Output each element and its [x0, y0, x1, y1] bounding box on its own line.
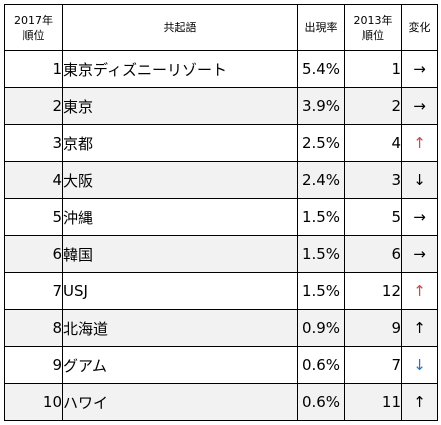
rank-2017-cell: 10 — [4, 383, 63, 421]
rank-2017-cell: 6 — [4, 235, 63, 273]
rate-cell: 2.5% — [297, 124, 345, 162]
change-arrow-cell: ↑ — [401, 272, 438, 310]
co-occurrence-word-cell: 北海道 — [62, 309, 298, 347]
table-row: 5 沖縄 1.5% 5 → — [4, 198, 438, 236]
change-arrow-cell: ↑ — [401, 383, 438, 421]
table-row: 1 東京ディズニーリゾート 5.4% 1 → — [4, 50, 438, 88]
rank-2013-cell: 7 — [344, 346, 402, 384]
co-occurrence-word-cell: 大阪 — [62, 161, 298, 199]
header-rank-2017-line1: 2017年 — [14, 13, 53, 27]
rank-2013-cell: 4 — [344, 124, 402, 162]
rate-cell: 0.6% — [297, 346, 345, 384]
co-occurrence-word-cell: 沖縄 — [62, 198, 298, 236]
rate-cell: 2.4% — [297, 161, 345, 199]
rate-cell: 1.5% — [297, 272, 345, 310]
rank-2017-cell: 5 — [4, 198, 63, 236]
table-row: 7 USJ 1.5% 12 ↑ — [4, 272, 438, 310]
change-arrow-cell: ↑ — [401, 309, 438, 347]
co-occurrence-word-cell: 韓国 — [62, 235, 298, 273]
header-rate: 出現率 — [297, 4, 345, 51]
rank-2013-cell: 1 — [344, 50, 402, 88]
ranking-table: 2017年 順位 共起語 出現率 2013年 順位 変化 1 東京ディズニーリゾー… — [4, 4, 438, 421]
rank-2017-cell: 4 — [4, 161, 63, 199]
rate-cell: 3.9% — [297, 87, 345, 125]
co-occurrence-word-cell: 東京ディズニーリゾート — [62, 50, 298, 88]
rank-2017-cell: 1 — [4, 50, 63, 88]
rank-2017-cell: 2 — [4, 87, 63, 125]
rate-cell: 1.5% — [297, 235, 345, 273]
rank-2013-cell: 2 — [344, 87, 402, 125]
rank-2013-cell: 6 — [344, 235, 402, 273]
rate-cell: 5.4% — [297, 50, 345, 88]
header-change: 変化 — [401, 4, 438, 51]
table-row: 9 グアム 0.6% 7 ↓ — [4, 346, 438, 384]
table-row: 10 ハワイ 0.6% 11 ↑ — [4, 383, 438, 421]
header-word: 共起語 — [62, 4, 298, 51]
rate-cell: 1.5% — [297, 198, 345, 236]
rank-2013-cell: 12 — [344, 272, 402, 310]
header-rank-2013-line2: 順位 — [362, 28, 384, 42]
rank-2017-cell: 8 — [4, 309, 63, 347]
co-occurrence-word-cell: 京都 — [62, 124, 298, 162]
rank-2013-cell: 9 — [344, 309, 402, 347]
rank-2017-cell: 3 — [4, 124, 63, 162]
header-rank-2017-line2: 順位 — [22, 28, 45, 42]
co-occurrence-word-cell: グアム — [62, 346, 298, 384]
co-occurrence-word-cell: ハワイ — [62, 383, 298, 421]
table-row: 4 大阪 2.4% 3 ↓ — [4, 161, 438, 199]
change-arrow-cell: → — [401, 235, 438, 273]
change-arrow-cell: → — [401, 50, 438, 88]
change-arrow-cell: ↑ — [401, 124, 438, 162]
rank-2017-cell: 7 — [4, 272, 63, 310]
header-rank-2013-line1: 2013年 — [353, 13, 393, 27]
header-rank-2017: 2017年 順位 — [4, 4, 63, 51]
rate-cell: 0.9% — [297, 309, 345, 347]
table-row: 6 韓国 1.5% 6 → — [4, 235, 438, 273]
change-arrow-cell: → — [401, 87, 438, 125]
rate-cell: 0.6% — [297, 383, 345, 421]
rank-2013-cell: 11 — [344, 383, 402, 421]
header-row: 2017年 順位 共起語 出現率 2013年 順位 変化 — [4, 4, 438, 51]
header-rank-2013: 2013年 順位 — [344, 4, 402, 51]
rank-2013-cell: 5 — [344, 198, 402, 236]
table-row: 8 北海道 0.9% 9 ↑ — [4, 309, 438, 347]
co-occurrence-word-cell: USJ — [62, 272, 298, 310]
rank-2013-cell: 3 — [344, 161, 402, 199]
table-row: 3 京都 2.5% 4 ↑ — [4, 124, 438, 162]
co-occurrence-word-cell: 東京 — [62, 87, 298, 125]
change-arrow-cell: ↓ — [401, 346, 438, 384]
rank-2017-cell: 9 — [4, 346, 63, 384]
table-row: 2 東京 3.9% 2 → — [4, 87, 438, 125]
change-arrow-cell: ↓ — [401, 161, 438, 199]
change-arrow-cell: → — [401, 198, 438, 236]
